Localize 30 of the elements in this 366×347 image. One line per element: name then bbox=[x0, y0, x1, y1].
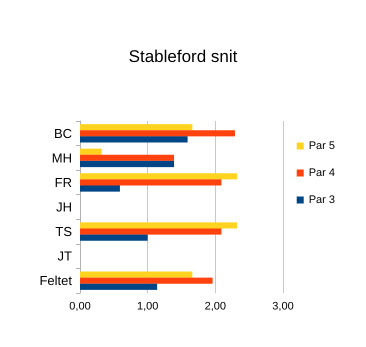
bar bbox=[80, 154, 174, 161]
x-tick-label: 3,00 bbox=[272, 300, 294, 312]
y-tick-label: JH bbox=[56, 200, 72, 214]
bar bbox=[80, 272, 192, 278]
bar bbox=[80, 148, 102, 155]
bar bbox=[80, 130, 235, 136]
y-tick-label: FR bbox=[54, 174, 72, 190]
legend-label: Par 3 bbox=[308, 194, 336, 206]
bar bbox=[80, 234, 148, 241]
bar bbox=[80, 228, 222, 235]
bar bbox=[80, 284, 158, 290]
x-tick-label: 1,00 bbox=[136, 300, 158, 312]
bar bbox=[80, 186, 120, 192]
y-tick-label: BC bbox=[54, 126, 72, 141]
bar bbox=[80, 124, 192, 130]
y-tick-label: MH bbox=[52, 150, 72, 166]
legend-label: Par 5 bbox=[308, 140, 336, 152]
bar bbox=[80, 173, 237, 180]
bar bbox=[80, 222, 237, 228]
chart-title: Stableford snit bbox=[128, 47, 238, 66]
bar bbox=[80, 160, 174, 168]
legend-label: Par 4 bbox=[308, 167, 336, 179]
bar bbox=[80, 179, 222, 186]
y-tick-label: Feltet bbox=[39, 273, 72, 288]
y-tick-label: JT bbox=[58, 248, 72, 264]
x-tick-label: 2,00 bbox=[204, 300, 226, 312]
bar bbox=[80, 136, 188, 142]
bar bbox=[80, 278, 213, 284]
x-tick-label: 0,00 bbox=[69, 300, 91, 312]
y-tick-label: TS bbox=[55, 224, 72, 240]
